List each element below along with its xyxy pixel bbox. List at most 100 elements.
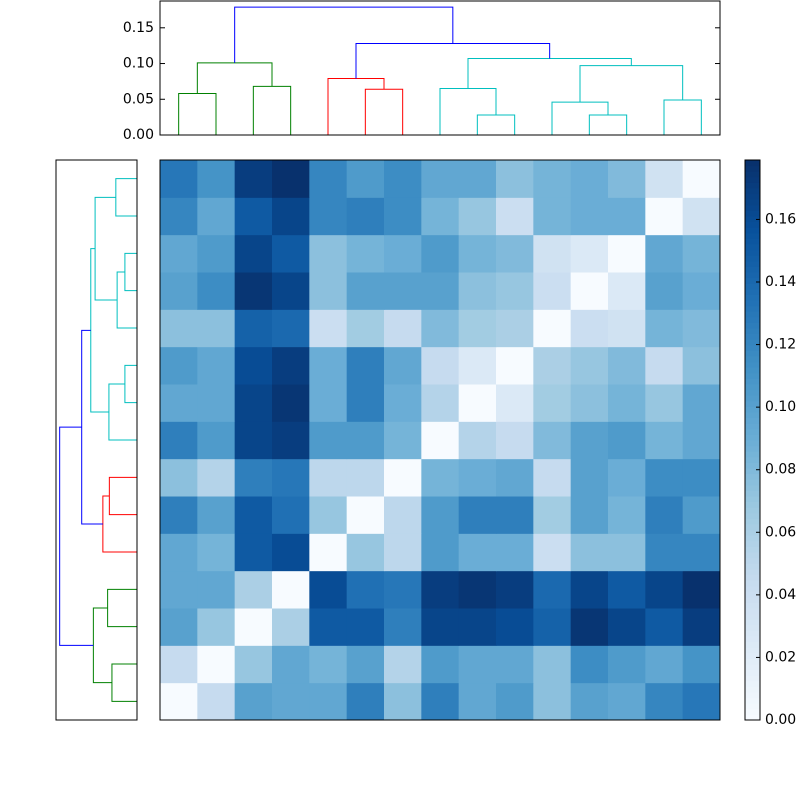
colorbar-segment [745, 344, 760, 351]
colorbar-segment [745, 406, 760, 413]
heatmap-cell [272, 384, 310, 422]
colorbar-segment [745, 316, 760, 323]
heatmap-cell [645, 421, 684, 460]
heatmap-cell [346, 533, 385, 572]
heatmap-cell [682, 384, 721, 422]
heatmap-cell [272, 682, 310, 721]
colorbar-segment [745, 372, 760, 379]
heatmap-cell [384, 645, 422, 684]
heatmap-cell [682, 645, 721, 684]
heatmap-cell [458, 645, 497, 684]
heatmap-cell [570, 272, 609, 310]
colorbar-segment [745, 518, 760, 525]
heatmap-cell [533, 421, 572, 460]
heatmap-cell [160, 533, 198, 572]
heatmap-cell [458, 272, 497, 310]
colorbar-segment [745, 160, 760, 167]
colorbar-segment [745, 619, 760, 626]
heatmap-cell [570, 234, 609, 273]
heatmap-cell [234, 384, 273, 422]
colorbar-segment [745, 255, 760, 262]
heatmap-cell [384, 197, 422, 236]
heatmap-cell [458, 496, 497, 534]
heatmap-cell [682, 234, 721, 273]
heatmap-cell [234, 160, 273, 198]
heatmap-cell [645, 608, 684, 646]
left-dendrogram-frame [55, 159, 138, 721]
heatmap-cell [309, 272, 348, 310]
heatmap-cell [570, 608, 609, 646]
heatmap-cell [458, 234, 497, 273]
heatmap-cell [309, 309, 348, 348]
heatmap-cell [608, 496, 646, 534]
heatmap-cell [608, 458, 646, 497]
heatmap-cell [496, 160, 534, 198]
colorbar-segment [745, 507, 760, 514]
heatmap-cell [197, 608, 236, 646]
colorbar-segment [745, 708, 760, 715]
heatmap-cell [272, 458, 310, 497]
colorbar-segment [745, 171, 760, 178]
colorbar-segment [745, 227, 760, 234]
colorbar-tick-label: 0.10 [765, 399, 796, 415]
heatmap-cell [309, 160, 348, 198]
colorbar-segment [745, 165, 760, 172]
heatmap-cell [234, 496, 273, 534]
colorbar-segment [745, 378, 760, 385]
colorbar-tick-label: 0.04 [765, 587, 796, 603]
heatmap-cell [570, 421, 609, 460]
heatmap-cell [160, 234, 198, 273]
colorbar-segment [745, 333, 760, 340]
colorbar-segment [745, 249, 760, 256]
top-dendrogram-link [467, 58, 632, 89]
colorbar-segment [745, 647, 760, 654]
top-dendrogram-frame [159, 0, 721, 136]
heatmap-cell [645, 197, 684, 236]
colorbar-segment [745, 686, 760, 693]
heatmap-cell [272, 197, 310, 236]
y-tick-label: 0.10 [123, 56, 154, 72]
heatmap-cell [346, 421, 385, 460]
colorbar-segment [745, 529, 760, 536]
heatmap-cell [421, 682, 460, 721]
heatmap-cell [346, 234, 385, 273]
heatmap-cell [533, 682, 572, 721]
colorbar-segment [745, 417, 760, 424]
colorbar-segment [745, 468, 760, 475]
colorbar-segment [745, 367, 760, 374]
colorbar-segment [745, 703, 760, 710]
heatmap-cell [384, 384, 422, 422]
heatmap-cell [309, 608, 348, 646]
heatmap-cell [197, 160, 236, 198]
colorbar-segment [745, 479, 760, 486]
colorbar-segment [745, 641, 760, 648]
heatmap-cell [197, 234, 236, 273]
top-dendrogram-link [234, 6, 454, 63]
colorbar-segment [745, 580, 760, 587]
colorbar-segment [745, 238, 760, 245]
top-dendrogram-link [355, 43, 551, 79]
colorbar-segment [745, 434, 760, 441]
colorbar-segment [745, 384, 760, 391]
heatmap-cell [234, 570, 273, 609]
heatmap-cell [682, 682, 721, 721]
heatmap-cell [570, 346, 609, 385]
heatmap-cell [384, 682, 422, 721]
heatmap-cell [234, 346, 273, 385]
heatmap-cell [458, 421, 497, 460]
heatmap-cell [570, 533, 609, 572]
heatmap-cell [421, 496, 460, 534]
colorbar-segment [745, 680, 760, 687]
heatmap-cell [160, 496, 198, 534]
heatmap-cell [496, 309, 534, 348]
heatmap-cell [234, 272, 273, 310]
heatmap-cell [608, 682, 646, 721]
heatmap-cell [234, 645, 273, 684]
heatmap-cell [309, 197, 348, 236]
heatmap-cell [309, 384, 348, 422]
top-dendrogram-link [439, 88, 497, 135]
colorbar-segment [745, 204, 760, 211]
heatmap-cell [682, 570, 721, 609]
colorbar-segment [745, 232, 760, 239]
heatmap-cell [197, 384, 236, 422]
